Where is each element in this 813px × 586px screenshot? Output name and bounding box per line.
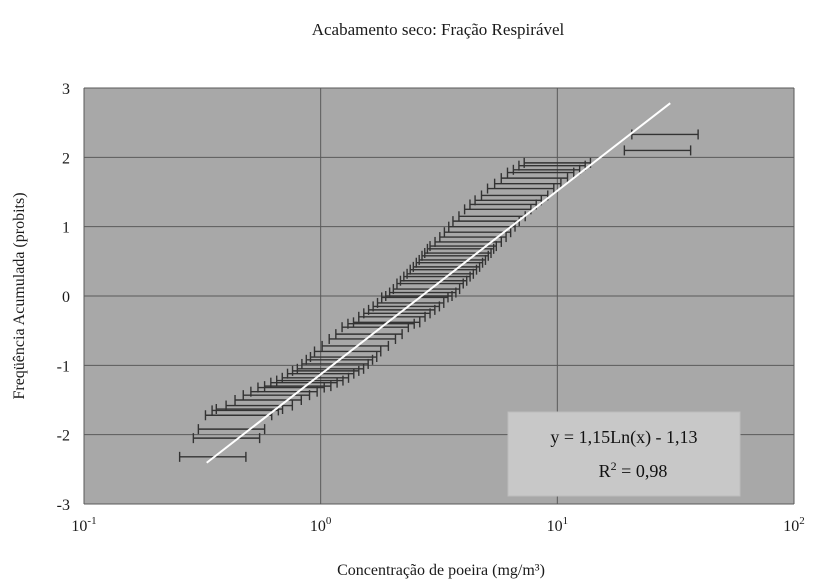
y-tick-label: -2	[57, 428, 70, 445]
x-tick-base: 10	[310, 518, 326, 535]
equation-box	[507, 411, 741, 497]
chart-title: Acabamento seco: Fração Respirável	[312, 20, 565, 39]
x-tick-exponent: -1	[87, 515, 96, 527]
x-tick-base: 10	[71, 518, 87, 535]
data-point	[443, 227, 512, 238]
data-point	[347, 318, 415, 329]
x-tick-exponent: 1	[563, 515, 569, 527]
y-tick-label: 2	[62, 150, 70, 167]
r-squared: R2 = 0,98	[599, 459, 668, 481]
data-point	[321, 340, 390, 351]
data-point	[412, 261, 481, 272]
data-point	[424, 248, 492, 259]
data-point	[328, 333, 397, 344]
data-point	[623, 145, 692, 156]
x-tick-exponent: 2	[799, 515, 805, 527]
x-tick-exponent: 0	[326, 515, 332, 527]
data-point	[192, 433, 261, 444]
data-point	[463, 204, 532, 215]
fit-equation: y = 1,15Ln(x) - 1,13	[550, 427, 697, 448]
r-squared-base: R	[599, 461, 611, 481]
x-tick-base: 10	[783, 518, 799, 535]
y-tick-labels: 3 2 1 0 -1 -2 -3	[57, 81, 70, 514]
data-point	[500, 173, 569, 184]
r-squared-value: = 0,98	[617, 461, 668, 481]
y-tick-label: 3	[62, 81, 70, 98]
x-tick-label: 102	[783, 515, 805, 535]
r-squared-exp: 2	[611, 459, 617, 473]
x-tick-labels: 10-1 100 101 102	[71, 515, 804, 535]
data-point	[392, 284, 461, 295]
x-tick-label: 100	[310, 515, 332, 535]
y-axis-label: Freqüência Acumulada (probits)	[11, 192, 28, 399]
data-point	[381, 292, 449, 303]
x-tick-label: 10-1	[71, 515, 96, 535]
data-point	[631, 129, 699, 140]
y-tick-label: 0	[62, 289, 70, 306]
data-point	[406, 268, 475, 279]
data-point	[234, 395, 302, 405]
data-point	[313, 346, 382, 357]
y-tick-label: -3	[57, 497, 70, 514]
data-point	[257, 382, 325, 393]
data-point	[250, 386, 318, 397]
data-point	[486, 183, 555, 194]
data-point	[418, 254, 487, 265]
data-point	[399, 275, 468, 286]
x-axis-label: Concentração de poeira (mg/m³)	[337, 562, 545, 579]
data-point	[335, 329, 403, 340]
data-point	[296, 363, 365, 374]
y-tick-label: -1	[57, 358, 70, 375]
x-tick-label: 101	[547, 515, 569, 535]
x-tick-base: 10	[547, 518, 563, 535]
fit-line	[206, 102, 671, 464]
data-point	[376, 297, 445, 308]
data-point	[197, 424, 266, 435]
y-tick-label: 1	[62, 220, 70, 237]
data-point	[439, 232, 507, 243]
